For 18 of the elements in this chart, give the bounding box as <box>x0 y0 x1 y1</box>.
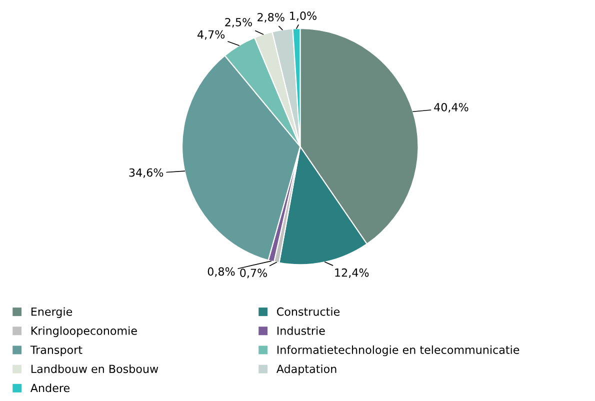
legend-label: Transport <box>30 346 82 356</box>
legend-label: Kringloopeconomie <box>31 326 137 338</box>
legend-label: Andere <box>30 384 70 392</box>
legend-label: Landbouw en Bosbouw <box>31 364 158 374</box>
data-label: 2,5% <box>225 18 252 28</box>
data-label: 1,0% <box>290 12 316 22</box>
data-label: 40,4% <box>434 102 468 112</box>
data-label: 0,7% <box>240 268 267 278</box>
data-label: 4,7% <box>198 30 225 40</box>
data-label: 2,8% <box>258 12 284 22</box>
legend-label: Adaptation <box>276 364 336 376</box>
data-label: 0,8% <box>208 267 235 277</box>
data-label: 12,4% <box>335 268 369 278</box>
legend-label: Energie <box>31 307 72 318</box>
data-label: 34,6% <box>129 168 164 178</box>
legend-label: Constructie <box>277 307 340 316</box>
legend-label: Informatietechnologie en telecommunicatie <box>277 345 520 356</box>
legend-label: Industrie <box>277 326 325 335</box>
